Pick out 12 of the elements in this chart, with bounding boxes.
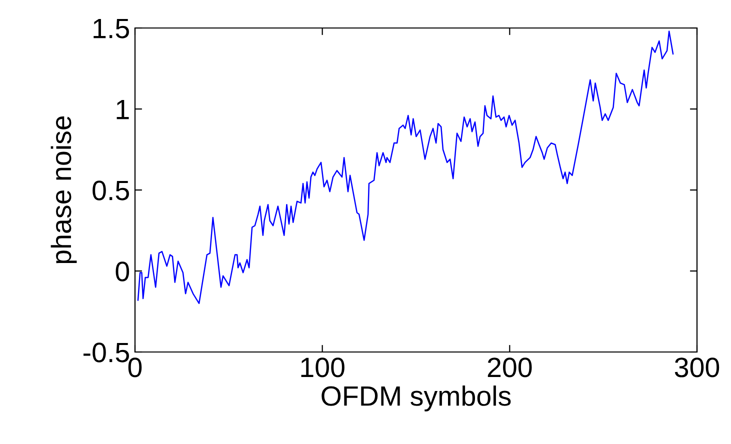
x-tick-label: 300	[674, 358, 720, 378]
x-tick-label: 200	[488, 358, 532, 378]
y-axis-title: phase noise	[50, 116, 77, 264]
y-tick-label: 1.5	[94, 18, 129, 38]
y-tick-label: 0	[116, 262, 130, 282]
y-tick-label: -0.5	[84, 342, 129, 362]
line-series	[137, 30, 674, 304]
y-tick-label: 1	[116, 100, 129, 120]
y-tick-label: 0.5	[92, 180, 129, 200]
x-axis-title: OFDM symbols	[322, 386, 511, 412]
x-tick-label: 0	[128, 358, 142, 378]
x-tick-label: 100	[301, 358, 344, 378]
